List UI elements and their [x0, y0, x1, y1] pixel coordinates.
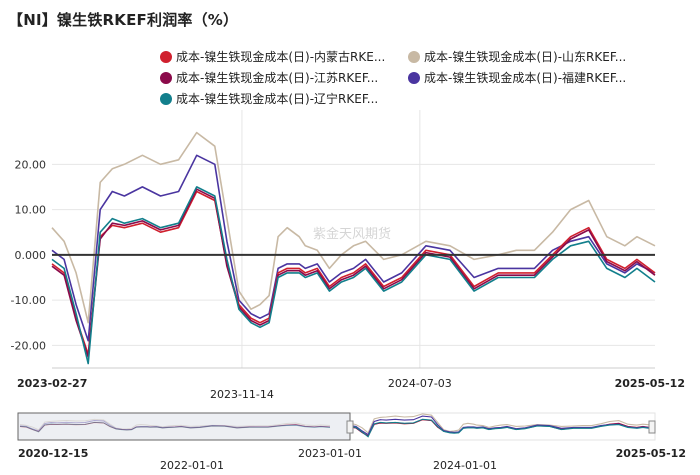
series-line-fujian: [51, 154, 656, 342]
navigator-handle: [346, 420, 354, 434]
y-tick-label: 10.00: [15, 204, 47, 217]
legend-item-jiangsu[interactable]: 成本-镍生铁现金成本(日)-江苏RKEF...: [160, 69, 378, 86]
legend-marker-neimenggu: [160, 50, 172, 63]
series-layer: [51, 131, 656, 365]
y-tick-label: 0.000: [15, 249, 47, 262]
navigator-line-fujian: [349, 415, 653, 436]
series-line-jiangsu: [51, 188, 656, 358]
series-line-liaoning: [51, 186, 656, 365]
navigator-label: 2025-05-12: [616, 447, 686, 460]
legend-label-neimenggu: 成本-镍生铁现金成本(日)-内蒙古RKE...: [176, 50, 386, 64]
navigator-mask: [17, 412, 351, 441]
navigator-line-neimenggu: [349, 419, 653, 437]
x-tick-label: 2024-07-03: [388, 377, 452, 390]
navigator-label: 2020-12-15: [18, 447, 88, 460]
watermark: 紫金天风期货: [313, 226, 391, 242]
legend-item-fujian[interactable]: 成本-镍生铁现金成本(日)-福建RKEF...: [408, 69, 626, 86]
legend-label-liaoning: 成本-镍生铁现金成本(日)-辽宁RKEF...: [176, 92, 379, 106]
navigator-label: 2024-01-01: [433, 459, 497, 472]
chart-title: 【NI】镍生铁RKEF利润率（%）: [8, 11, 239, 29]
navigator-history-fujian: [19, 420, 331, 432]
navigator-line-jiangsu: [349, 418, 653, 437]
x-tick-label: 2023-02-27: [17, 377, 87, 390]
x-tick-label: 2023-11-14: [210, 388, 274, 401]
grid-layer: [52, 110, 655, 368]
legend-item-liaoning[interactable]: 成本-镍生铁现金成本(日)-辽宁RKEF...: [160, 90, 378, 107]
navigator-line-shandong: [349, 413, 653, 434]
navigator-line-liaoning: [349, 418, 653, 438]
navigator-handle: [648, 420, 656, 434]
legend-marker-fujian: [408, 71, 420, 84]
x-tick-label: 2025-05-12: [615, 377, 685, 390]
y-tick-label: 20.00: [15, 158, 47, 171]
legend-label-fujian: 成本-镍生铁现金成本(日)-福建RKEF...: [424, 71, 627, 85]
y-tick-label: -20.00: [11, 339, 46, 352]
series-line-shandong: [51, 131, 656, 324]
navigator-history-jiangsu: [19, 421, 331, 433]
legend-marker-jiangsu: [160, 71, 172, 84]
legend-item-neimenggu[interactable]: 成本-镍生铁现金成本(日)-内蒙古RKE...: [160, 48, 385, 65]
navigator-history-liaoning: [19, 421, 331, 433]
navigator-label: 2022-01-01: [160, 459, 224, 472]
legend-marker-liaoning: [160, 92, 172, 105]
legend-item-shandong[interactable]: 成本-镍生铁现金成本(日)-山东RKEF...: [408, 48, 626, 65]
series-line-neimenggu: [51, 190, 656, 356]
navigator-label: 2023-01-01: [298, 447, 362, 460]
navigator-frame: [17, 412, 656, 441]
navigator-history-neimenggu: [19, 422, 331, 433]
y-tick-label: -10.00: [11, 294, 46, 307]
legend-marker-shandong: [408, 50, 420, 63]
axis-layer: 20.00 10.00 0.000 -10.00 -20.00 2023-02-27 202…: [11, 158, 685, 401]
legend-label-jiangsu: 成本-镍生铁现金成本(日)-江苏RKEF...: [176, 71, 379, 85]
navigator: 2020-12-15 2025-05-12 2022-01-01 2023-01-01…: [17, 412, 686, 472]
legend-label-shandong: 成本-镍生铁现金成本(日)-山东RKEF...: [424, 50, 627, 64]
title-bar: 【NI】镍生铁RKEF利润率（%）: [0, 0, 700, 36]
navigator-history-shandong: [19, 418, 331, 431]
